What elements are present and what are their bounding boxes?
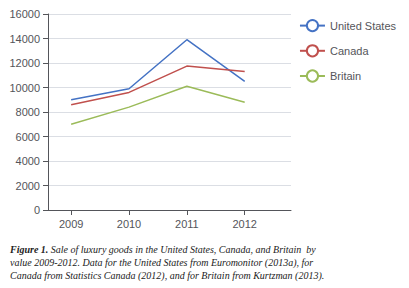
svg-text:2011: 2011 — [175, 218, 199, 230]
svg-text:Figure 1.: Figure 1. — [9, 244, 48, 255]
svg-text:6000: 6000 — [16, 131, 40, 143]
svg-text:10000: 10000 — [9, 82, 40, 94]
svg-text:Canada from Statistics Canada: Canada from Statistics Canada (2012), an… — [10, 270, 324, 282]
svg-text:8000: 8000 — [16, 106, 40, 118]
svg-text:0: 0 — [34, 204, 40, 216]
svg-text:value 2009-2012. Data for the: value 2009-2012. Data for the United Sta… — [10, 257, 316, 269]
svg-text:12000: 12000 — [9, 57, 40, 69]
svg-text:2000: 2000 — [16, 180, 40, 192]
svg-text:Britain: Britain — [330, 70, 361, 82]
svg-text:Canada: Canada — [330, 45, 369, 57]
svg-text:2009: 2009 — [59, 218, 83, 230]
svg-text:2012: 2012 — [232, 218, 256, 230]
svg-text:4000: 4000 — [16, 155, 40, 167]
svg-text:United States: United States — [330, 20, 397, 32]
svg-text:16000: 16000 — [9, 8, 40, 20]
svg-text:2010: 2010 — [117, 218, 141, 230]
svg-text:14000: 14000 — [9, 33, 40, 45]
svg-text:Sale of luxury goods in the Un: Sale of luxury goods in the United State… — [48, 244, 318, 255]
